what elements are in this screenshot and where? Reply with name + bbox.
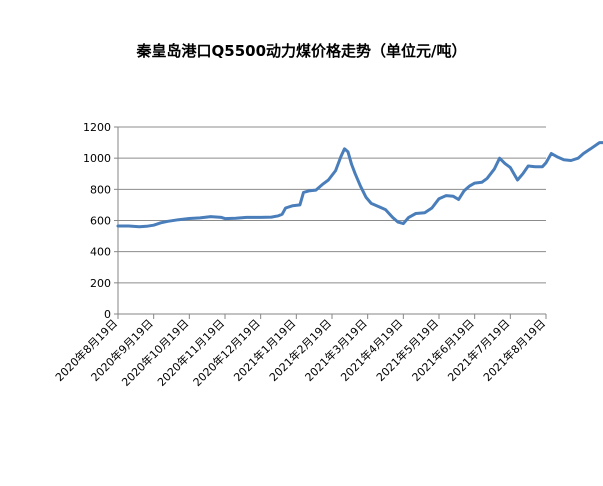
y-tick-label: 400: [90, 246, 111, 259]
x-tick-label: 2021年7月19日: [445, 316, 513, 384]
y-tick-label: 1000: [83, 152, 111, 165]
x-tick-label: 2020年10月19日: [119, 316, 192, 389]
x-tick-label: 2021年4月19日: [338, 316, 406, 384]
x-tick-label: 2021年2月19日: [266, 316, 334, 384]
x-tick-label: 2021年3月19日: [302, 316, 370, 384]
x-tick-label: 2020年11月19日: [154, 316, 227, 389]
y-tick-label: 0: [104, 308, 111, 321]
chart-title: 秦皇岛港口Q5500动力煤价格走势（单位元/吨）: [136, 42, 467, 60]
x-tick-label: 2021年5月19日: [373, 316, 441, 384]
x-tick-label: 2020年8月19日: [52, 316, 120, 384]
x-tick-label: 2020年9月19日: [88, 316, 156, 384]
y-tick-label: 600: [90, 215, 111, 228]
x-tick-label: 2021年8月19日: [480, 316, 548, 384]
x-tick-label: 2021年1月19日: [231, 316, 299, 384]
series-line: [116, 141, 603, 229]
y-tick-label: 200: [90, 277, 111, 290]
y-tick-label: 1200: [83, 121, 111, 134]
y-tick-label: 800: [90, 183, 111, 196]
x-tick-label: 2020年12月19日: [190, 316, 263, 389]
x-tick-label: 2021年6月19日: [409, 316, 477, 384]
